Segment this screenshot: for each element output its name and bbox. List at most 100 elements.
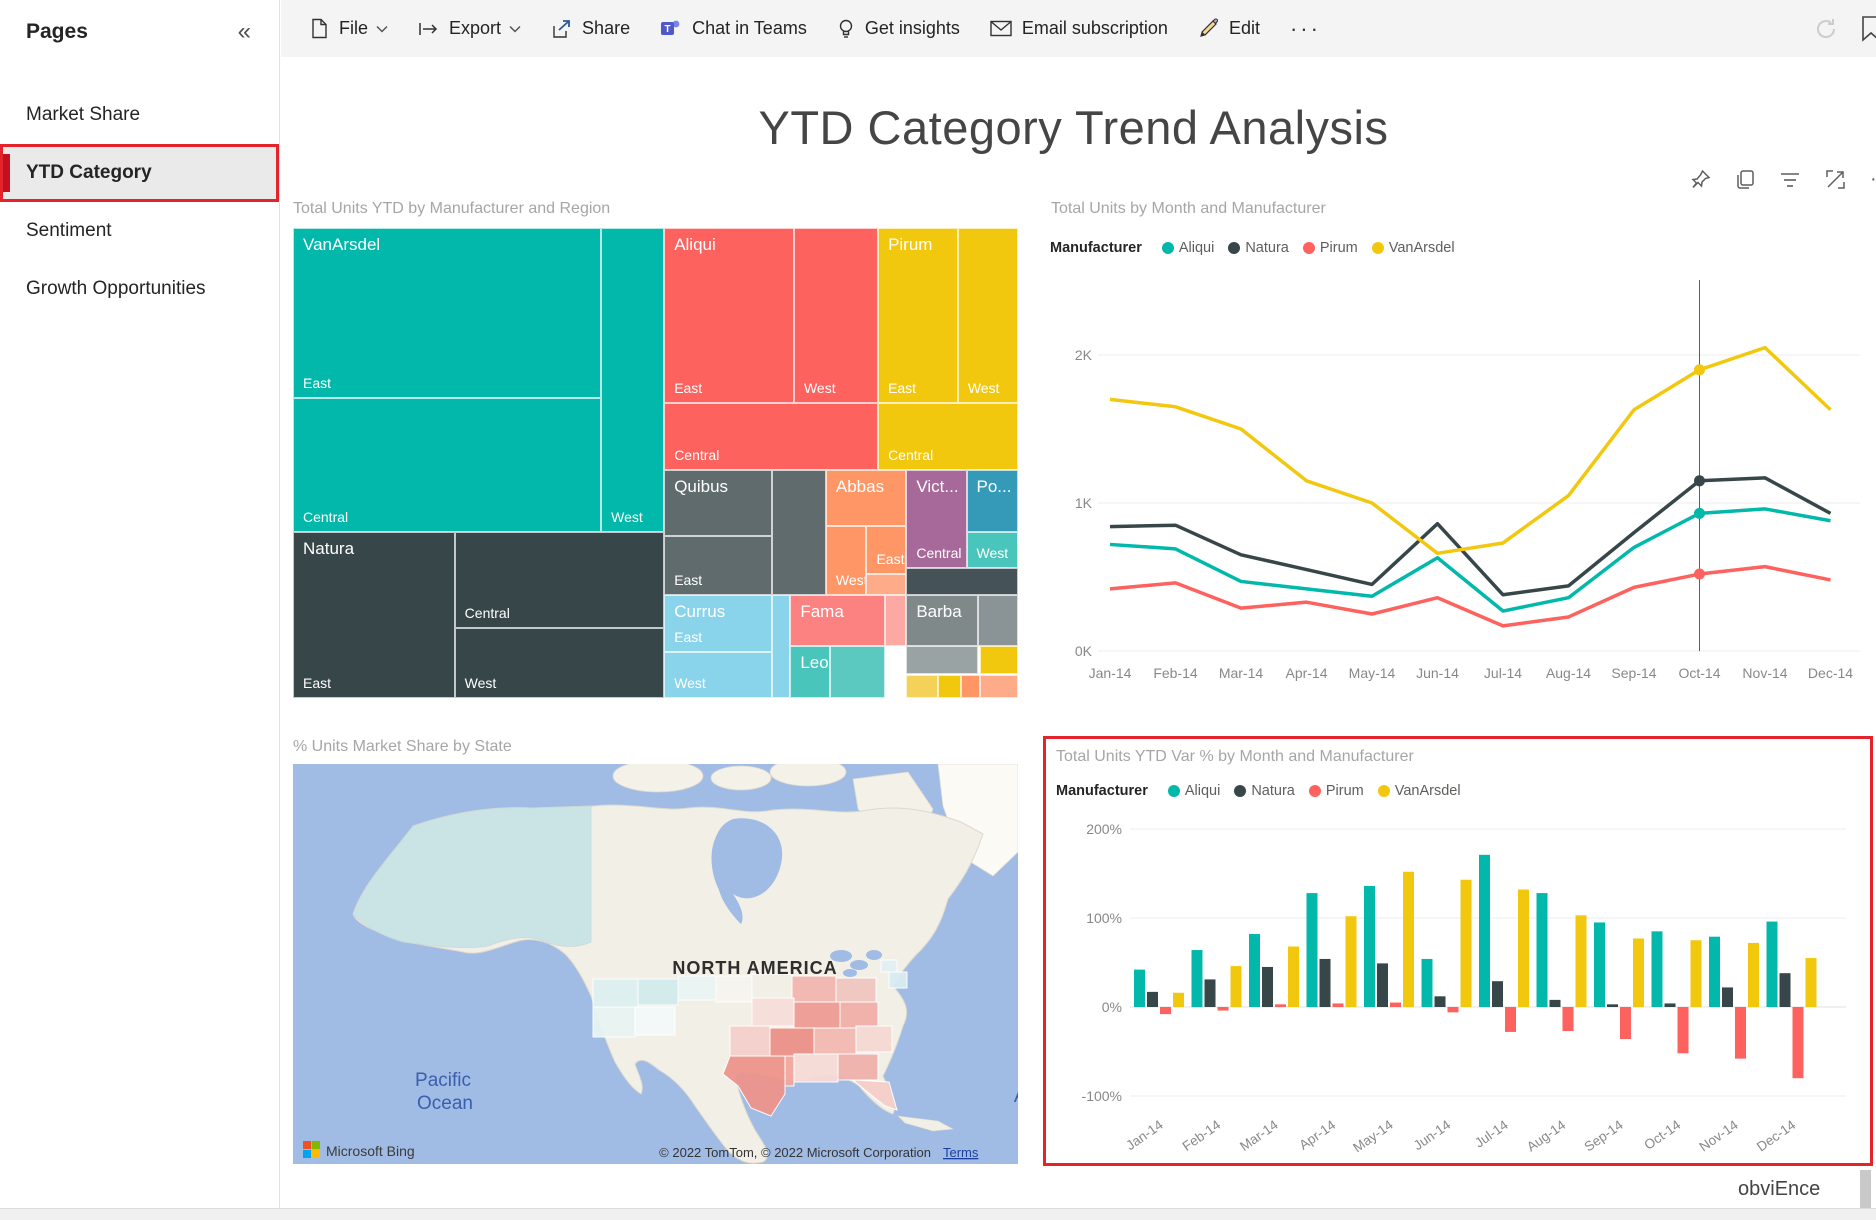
chat-in-teams-button[interactable]: T Chat in Teams xyxy=(645,0,822,57)
bar-aliqui-apr-14[interactable] xyxy=(1306,893,1318,1007)
bar-pirum-sep-14[interactable] xyxy=(1620,1007,1631,1040)
treemap-cell[interactable] xyxy=(906,568,1018,595)
bar-aliqui-mar-14[interactable] xyxy=(1249,934,1260,1007)
treemap-cell[interactable]: West xyxy=(454,628,665,698)
line-series-vanarsdel[interactable] xyxy=(1109,345,1832,556)
bar-natura-sep-14[interactable] xyxy=(1607,1004,1618,1007)
treemap-cell-abbas[interactable]: Abbas xyxy=(825,469,907,526)
treemap-cell[interactable] xyxy=(978,594,1018,647)
treemap-cell[interactable] xyxy=(961,674,981,698)
treemap-cell[interactable]: West xyxy=(664,652,773,698)
treemap-cell[interactable]: West xyxy=(601,228,665,533)
bar-vanarsdel-jan-14[interactable] xyxy=(1173,992,1184,1007)
microsoft-bing-logo[interactable]: Microsoft Bing xyxy=(303,1141,415,1159)
treemap-cell-aliqui[interactable]: Aliqui East xyxy=(664,228,794,404)
bar-pirum-aug-14[interactable] xyxy=(1562,1007,1574,1032)
bar-pirum-apr-14[interactable] xyxy=(1332,1003,1344,1007)
bar-pirum-dec-14[interactable] xyxy=(1792,1007,1804,1079)
bar-pirum-nov-14[interactable] xyxy=(1735,1007,1746,1059)
treemap-cell[interactable] xyxy=(906,646,979,675)
bar-vanarsdel-jul-14[interactable] xyxy=(1518,889,1529,1007)
treemap-cell-leo[interactable]: Leo xyxy=(790,646,831,698)
bar-vanarsdel-jun-14[interactable] xyxy=(1460,879,1472,1007)
bar-natura-aug-14[interactable] xyxy=(1549,999,1561,1007)
bar-vanarsdel-feb-14[interactable] xyxy=(1230,966,1242,1007)
legend-item-vanarsdel[interactable]: VanArsdel xyxy=(1377,783,1461,799)
bar-vanarsdel-apr-14[interactable] xyxy=(1345,916,1357,1007)
bar-pirum-jun-14[interactable] xyxy=(1447,1007,1459,1013)
treemap-cell[interactable]: West xyxy=(966,532,1018,569)
bar-aliqui-feb-14[interactable] xyxy=(1191,950,1203,1007)
treemap-cell-fama[interactable]: Fama xyxy=(790,594,886,647)
treemap-cell[interactable] xyxy=(866,574,907,595)
more-options-button[interactable]: ··· xyxy=(1275,0,1336,57)
bar-chart[interactable]: 200% 100% 0% -100%Jan-14 Feb-14 Mar-14 Apr-14 M… xyxy=(1046,739,1870,1163)
sidebar-item-sentiment[interactable]: Sentiment xyxy=(26,220,112,241)
bar-vanarsdel-sep-14[interactable] xyxy=(1633,938,1644,1007)
treemap-cell-pirum[interactable]: Pirum East xyxy=(878,228,958,404)
treemap-cell-po[interactable]: Po... xyxy=(966,469,1018,533)
bar-pirum-jul-14[interactable] xyxy=(1505,1007,1516,1032)
bar-vanarsdel-mar-14[interactable] xyxy=(1288,946,1299,1007)
bar-aliqui-oct-14[interactable] xyxy=(1651,931,1663,1007)
bar-pirum-oct-14[interactable] xyxy=(1677,1007,1689,1054)
bar-aliqui-jul-14[interactable] xyxy=(1479,854,1490,1007)
sidebar-item-market-share[interactable]: Market Share xyxy=(26,104,141,125)
bar-natura-nov-14[interactable] xyxy=(1722,987,1733,1007)
bar-natura-dec-14[interactable] xyxy=(1779,973,1791,1007)
treemap-cell[interactable]: Central xyxy=(454,532,665,629)
copy-icon[interactable] xyxy=(1735,169,1755,190)
vertical-scrollbar-thumb[interactable] xyxy=(1860,1170,1871,1208)
bar-vanarsdel-may-14[interactable] xyxy=(1403,871,1414,1007)
legend-item-aliqui[interactable]: Aliqui xyxy=(1161,240,1214,256)
bar-pirum-may-14[interactable] xyxy=(1390,1002,1401,1007)
treemap-cell-vict[interactable]: Vict... Central xyxy=(906,469,967,569)
bar-natura-mar-14[interactable] xyxy=(1262,966,1273,1007)
bar-natura-jul-14[interactable] xyxy=(1492,981,1503,1007)
share-button[interactable]: Share xyxy=(536,0,645,57)
sidebar-item-ytd-category[interactable]: YTD Category xyxy=(0,144,279,202)
export-menu-button[interactable]: Export xyxy=(403,0,536,57)
bar-natura-feb-14[interactable] xyxy=(1204,979,1216,1007)
bar-aliqui-jun-14[interactable] xyxy=(1421,958,1433,1007)
sidebar-item-growth-opportunities[interactable]: Growth Opportunities xyxy=(26,278,206,299)
bar-aliqui-may-14[interactable] xyxy=(1364,885,1375,1007)
treemap-cell[interactable] xyxy=(772,594,791,698)
legend-item-pirum[interactable]: Pirum xyxy=(1302,240,1358,256)
treemap-cell[interactable] xyxy=(830,646,886,698)
bar-natura-jun-14[interactable] xyxy=(1434,996,1446,1007)
bar-aliqui-dec-14[interactable] xyxy=(1766,921,1778,1007)
treemap-cell[interactable]: Central xyxy=(293,397,602,533)
bar-vanarsdel-dec-14[interactable] xyxy=(1805,958,1817,1007)
legend-item-vanarsdel[interactable]: VanArsdel xyxy=(1371,240,1455,256)
legend-item-natura[interactable]: Natura xyxy=(1234,783,1295,799)
treemap-cell-currus[interactable]: Currus East xyxy=(664,594,773,653)
treemap-cell[interactable]: Central xyxy=(664,403,879,470)
horizontal-scrollbar-track[interactable] xyxy=(0,1208,1876,1220)
more-visual-options-icon[interactable]: ··· xyxy=(1870,168,1876,191)
legend-item-aliqui[interactable]: Aliqui xyxy=(1167,783,1220,799)
file-menu-button[interactable]: File xyxy=(295,0,403,57)
edit-button[interactable]: Edit xyxy=(1183,0,1275,57)
bar-pirum-feb-14[interactable] xyxy=(1217,1007,1229,1011)
bar-natura-may-14[interactable] xyxy=(1377,963,1388,1007)
line-series-natura[interactable] xyxy=(1109,476,1832,597)
line-series-pirum[interactable] xyxy=(1109,564,1831,628)
treemap-cell[interactable] xyxy=(980,674,1018,698)
bar-natura-apr-14[interactable] xyxy=(1319,958,1331,1007)
bar-aliqui-sep-14[interactable] xyxy=(1594,922,1605,1007)
email-subscription-button[interactable]: Email subscription xyxy=(975,0,1183,57)
line-chart[interactable]: 0K 1K 2K Jan-14 Feb-14 Mar-14 Apr-14 May-14 Jun-… xyxy=(1040,268,1870,693)
filter-icon[interactable] xyxy=(1779,171,1801,189)
bar-vanarsdel-oct-14[interactable] xyxy=(1690,940,1702,1007)
map-visual[interactable]: NORTH AMERICA Pacific Ocean Atlantic Oce… xyxy=(293,764,1018,1164)
treemap-cell-barba[interactable]: Barba xyxy=(906,594,979,647)
bar-aliqui-nov-14[interactable] xyxy=(1709,936,1720,1007)
treemap-cell[interactable] xyxy=(885,594,907,647)
bar-pirum-jan-14[interactable] xyxy=(1160,1007,1171,1015)
treemap-cell[interactable]: East xyxy=(866,525,907,575)
line-series-aliqui[interactable] xyxy=(1109,507,1831,613)
bar-vanarsdel-aug-14[interactable] xyxy=(1575,915,1587,1007)
focus-mode-icon[interactable] xyxy=(1825,169,1846,190)
bing-map[interactable]: NORTH AMERICA Pacific Ocean Atlantic Oce… xyxy=(293,764,1018,1164)
